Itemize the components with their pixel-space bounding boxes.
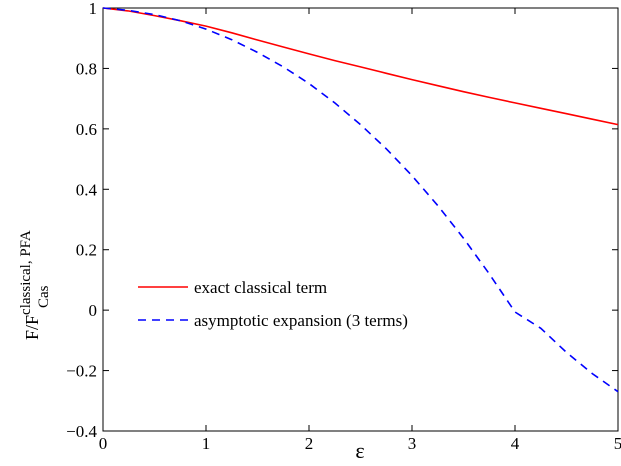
- x-tick-label: 4: [511, 434, 520, 453]
- axis-ticks: 0 1 2 3 4 5 −0.4 −0.2 0 0.2 0.4 0.6 0.8 1: [66, 0, 621, 453]
- x-tick-label: 1: [202, 434, 211, 453]
- y-tick-label: −0.4: [66, 422, 97, 441]
- plot-frame: [102, 7, 619, 432]
- y-axis-label-superscript: classical, PFA: [18, 230, 34, 315]
- y-tick-label: 0.2: [76, 241, 97, 260]
- series-line-1: [102, 7, 619, 393]
- series-line-0: [102, 7, 619, 126]
- y-axis-label: F/Fclassical, PFA Cas: [18, 230, 52, 340]
- y-tick-label: −0.2: [66, 362, 97, 381]
- svg-text:F/Fclassical, PFA: F/Fclassical, PFA: [18, 230, 42, 340]
- y-axis-label-subscript: Cas: [36, 285, 52, 308]
- y-tick-label: 0.8: [76, 59, 97, 78]
- y-tick-label: 0.4: [76, 180, 98, 199]
- x-tick-label: 3: [408, 434, 417, 453]
- y-tick-label: 1: [89, 0, 98, 18]
- y-axis-label-main: F/F: [22, 315, 42, 340]
- y-tick-label: 0: [89, 301, 98, 320]
- y-tick-label: 0.6: [76, 120, 97, 139]
- legend-label-asymptotic-expansion: asymptotic expansion (3 terms): [194, 311, 408, 330]
- legend: exact classical term asymptotic expansio…: [138, 278, 408, 330]
- x-tick-label: 2: [305, 434, 314, 453]
- x-tick-label: 5: [614, 434, 621, 453]
- series-lines: [102, 7, 619, 393]
- x-tick-label: 0: [99, 434, 108, 453]
- legend-label-exact-classical-term: exact classical term: [194, 278, 327, 297]
- x-axis-label: ε: [355, 438, 364, 463]
